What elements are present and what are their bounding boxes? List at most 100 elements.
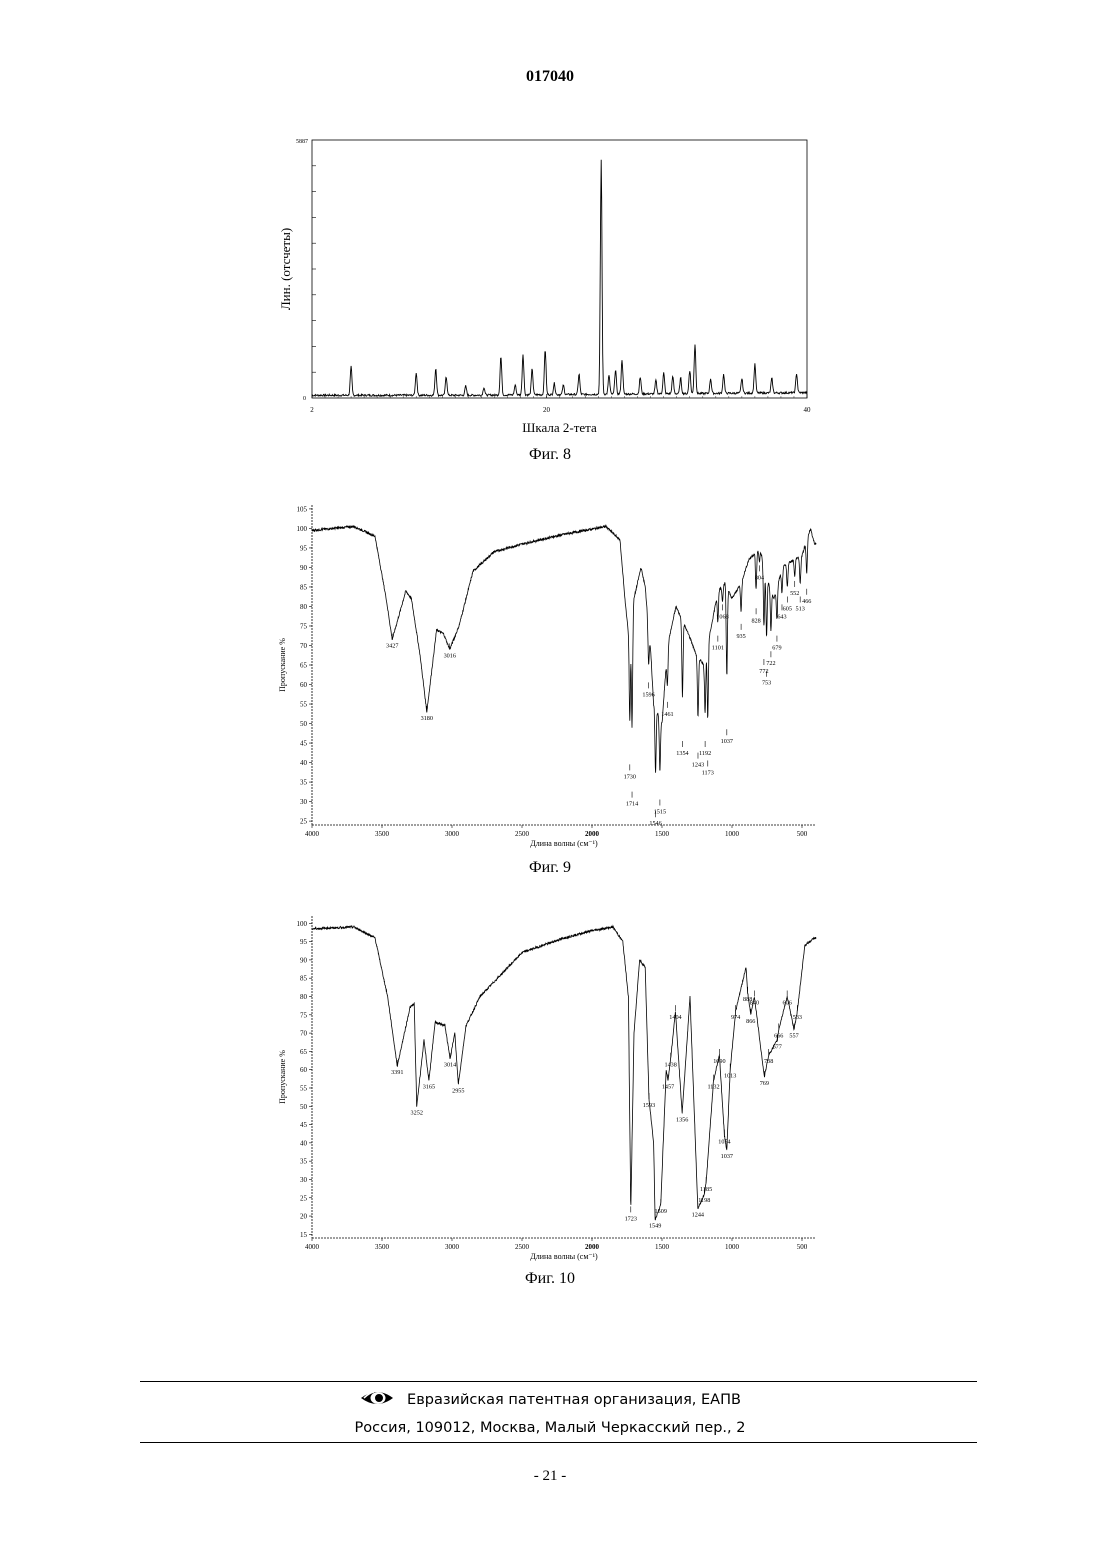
- xrd-trace: [312, 160, 807, 396]
- y-tick-label: 50: [300, 1103, 308, 1111]
- x-axis-title: Длина волны (см⁻¹): [530, 839, 598, 848]
- x-tick-label: 1000: [725, 1243, 740, 1251]
- band-label: 1054: [718, 1139, 730, 1146]
- band-label: 840: [750, 1000, 759, 1007]
- y-tick-label: 70: [300, 1030, 308, 1038]
- band-label: 738: [764, 1058, 773, 1065]
- band-label: 1596: [642, 691, 654, 698]
- x-tick-label: 2000: [585, 830, 600, 838]
- figure-9-ir-chart: 1051009590858075706560555045403530254000…: [260, 498, 830, 850]
- band-label: 772: [759, 668, 768, 675]
- band-label: 1132: [707, 1084, 719, 1091]
- band-label: 753: [762, 680, 771, 687]
- x-tick-label: 20: [543, 406, 551, 414]
- x-tick-label: 2500: [515, 1243, 530, 1251]
- x-axis-title: Длина волны (см⁻¹): [530, 1252, 598, 1261]
- y-tick-label: 75: [300, 1011, 308, 1019]
- band-label: 866: [746, 1018, 755, 1025]
- page-number: - 21 -: [0, 1468, 1100, 1485]
- band-label: 974: [731, 1014, 740, 1021]
- band-label: 1457: [662, 1084, 674, 1091]
- band-label: 1192: [699, 750, 711, 757]
- y-tick-label: 100: [297, 920, 308, 928]
- x-tick-label: 1500: [655, 1243, 670, 1251]
- y-tick-label: 75: [300, 622, 308, 630]
- band-label: 606: [783, 1000, 792, 1007]
- band-label: 677: [773, 1043, 782, 1050]
- y-tick-label: 25: [300, 818, 308, 826]
- footer-bottom-rule: [140, 1442, 977, 1443]
- band-label: 1101: [712, 645, 724, 652]
- y-tick-label: 15: [300, 1231, 308, 1239]
- band-label: 3391: [391, 1069, 403, 1076]
- x-axis-title: Шкала 2-тета: [522, 420, 597, 435]
- band-label: 1243: [692, 762, 704, 769]
- y-tick-label: 45: [300, 1121, 308, 1129]
- y-tick-label: 60: [300, 1066, 308, 1074]
- band-label: 605: [783, 606, 792, 613]
- y-tick-label: 105: [297, 505, 308, 513]
- band-label: 1013: [724, 1073, 736, 1080]
- y-tick-label: 95: [300, 544, 308, 552]
- y-tick-label: 20: [300, 1213, 308, 1221]
- y-tick-label: 55: [300, 1084, 308, 1092]
- y-tick-label: 5887: [296, 139, 308, 145]
- figure-8-xrd-chart: 5887022040Шкала 2-тетаЛин. (отсчеты): [260, 130, 830, 440]
- y-tick-label: 85: [300, 583, 308, 591]
- band-label: 3016: [444, 652, 456, 659]
- band-label: 1354: [676, 750, 688, 757]
- y-tick-label: 30: [300, 798, 308, 806]
- x-tick-label: 3500: [375, 1243, 390, 1251]
- x-tick-label: 40: [804, 406, 812, 414]
- band-label: 643: [777, 613, 786, 620]
- band-label: 513: [796, 606, 805, 613]
- x-tick-label: 4000: [305, 1243, 320, 1251]
- figure-10-ir-chart: 1009590858075706560555045403530252015400…: [260, 908, 830, 1263]
- footer-address: Россия, 109012, Москва, Малый Черкасский…: [0, 1420, 1100, 1436]
- y-tick-label: 80: [300, 603, 308, 611]
- band-label: 1173: [702, 769, 714, 776]
- y-axis-title: Лин. (отсчеты): [278, 228, 293, 310]
- band-label: 1714: [626, 801, 638, 808]
- band-label: 1068: [716, 613, 728, 620]
- figure-9-caption: Фиг. 9: [0, 859, 1100, 877]
- y-tick-label: 60: [300, 681, 308, 689]
- band-label: 1509: [655, 1208, 667, 1215]
- band-label: 679: [772, 645, 781, 652]
- band-label: 1730: [624, 773, 636, 780]
- x-tick-label: 1000: [725, 830, 740, 838]
- band-label: 804: [755, 574, 764, 581]
- y-tick-label: 85: [300, 975, 308, 983]
- band-label: 557: [789, 1032, 798, 1039]
- y-tick-label: 30: [300, 1176, 308, 1184]
- x-tick-label: 2500: [515, 830, 530, 838]
- y-tick-label: 65: [300, 1048, 308, 1056]
- y-tick-label: 35: [300, 1158, 308, 1166]
- band-label: 1198: [698, 1197, 710, 1204]
- footer-top-rule: [140, 1381, 977, 1382]
- band-label: 1244: [692, 1212, 704, 1219]
- band-label: 1723: [625, 1215, 637, 1222]
- x-tick-label: 1500: [655, 830, 670, 838]
- plot-frame: [312, 140, 807, 398]
- band-label: 1037: [721, 1153, 733, 1160]
- y-axis-title: Пропускание %: [278, 638, 287, 692]
- y-tick-label: 50: [300, 720, 308, 728]
- y-tick-label: 80: [300, 993, 308, 1001]
- band-label: 1090: [713, 1058, 725, 1065]
- band-label: 3427: [386, 643, 398, 650]
- y-tick-label: 40: [300, 1139, 308, 1147]
- x-tick-label: 3500: [375, 830, 390, 838]
- x-tick-label: 3000: [445, 830, 460, 838]
- band-label: 2955: [452, 1087, 464, 1094]
- band-label: 1593: [643, 1102, 655, 1109]
- y-tick-label: 25: [300, 1194, 308, 1202]
- band-label: 3014: [444, 1062, 456, 1069]
- band-label: 1549: [649, 1223, 661, 1230]
- x-tick-label: 500: [797, 1243, 808, 1251]
- x-tick-label: 2: [310, 406, 314, 414]
- band-label: 533: [793, 1014, 802, 1021]
- band-label: 466: [802, 598, 811, 605]
- band-label: 666: [774, 1032, 783, 1039]
- y-tick-label: 65: [300, 662, 308, 670]
